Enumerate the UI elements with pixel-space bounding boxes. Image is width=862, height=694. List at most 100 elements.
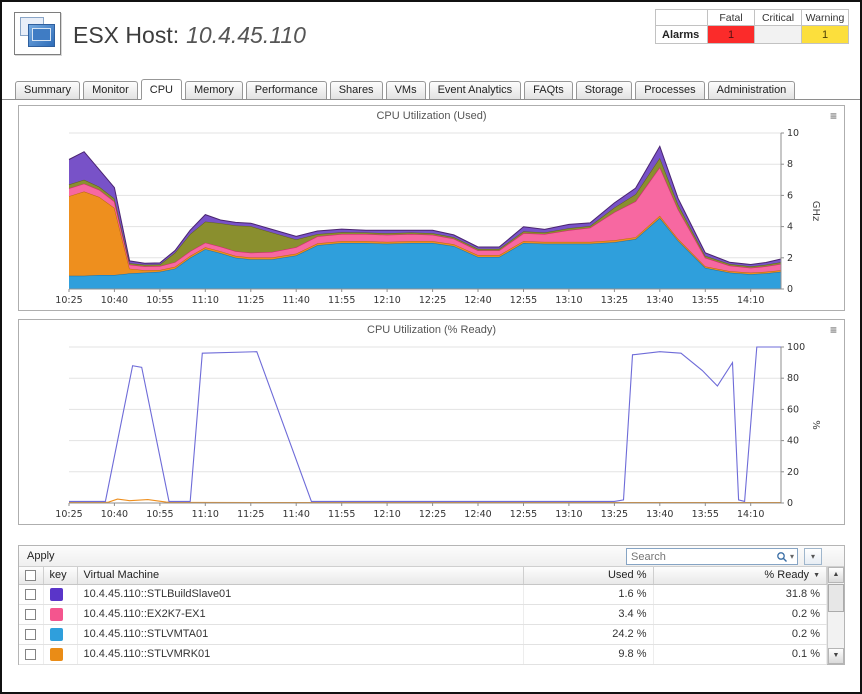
tab-bar: Summary Monitor CPU Memory Performance Shares… — [2, 78, 860, 100]
svg-text:13:25: 13:25 — [600, 295, 627, 306]
svg-text:12:40: 12:40 — [464, 295, 491, 306]
vm-name: 10.4.45.110::STLBuildSlave01 — [77, 584, 524, 605]
row-checkbox[interactable] — [25, 588, 37, 600]
table-row[interactable]: 10.4.45.110::STLVMTA01 24.2 % 0.2 % — [19, 624, 827, 645]
svg-text:10:25: 10:25 — [55, 509, 82, 520]
page-title-prefix: ESX Host: — [73, 22, 180, 48]
used-percent-value: 3.4 % — [523, 604, 654, 625]
tab-monitor[interactable]: Monitor — [83, 81, 138, 99]
series-color-swatch — [49, 607, 63, 621]
scrollbar-thumb[interactable] — [828, 584, 844, 612]
svg-text:14:10: 14:10 — [737, 509, 764, 520]
alarm-level-warning-label: Warning — [801, 9, 849, 26]
sort-desc-icon: ▼ — [813, 571, 820, 579]
svg-text:11:40: 11:40 — [282, 509, 309, 520]
tab-administration[interactable]: Administration — [707, 81, 796, 99]
svg-text:11:25: 11:25 — [237, 295, 264, 306]
vm-table-section: Apply ▾ ▾ key Virtual Machine Used % % R… — [18, 545, 845, 665]
row-checkbox[interactable] — [25, 628, 37, 640]
cpu-used-chart: 0 2 4 6 8 10 10:25 10:40 10:55 11:10 11:25 11:40 11:… — [55, 128, 821, 306]
svg-text:14:10: 14:10 — [737, 295, 764, 306]
alarms-corner-cell — [655, 9, 708, 26]
search-input[interactable] — [627, 549, 776, 564]
svg-text:11:55: 11:55 — [328, 509, 355, 520]
svg-text:20: 20 — [787, 467, 799, 478]
fatal-count-cell[interactable]: 1 — [707, 25, 755, 44]
svg-text:10:40: 10:40 — [100, 509, 127, 520]
table-row[interactable]: 10.4.45.110::STLBuildSlave01 1.6 % 31.8 % — [19, 584, 827, 605]
table-row[interactable]: 10.4.45.110::EX2K7-EX1 3.4 % 0.2 % — [19, 604, 827, 625]
select-all-checkbox[interactable] — [25, 569, 36, 581]
tab-event-analytics[interactable]: Event Analytics — [428, 81, 522, 99]
scroll-up-button[interactable]: ▲ — [828, 567, 844, 583]
svg-text:13:10: 13:10 — [555, 295, 582, 306]
svg-text:4: 4 — [787, 222, 793, 233]
search-icon[interactable] — [776, 551, 788, 563]
tab-processes[interactable]: Processes — [635, 81, 705, 99]
cpu-used-chart-panel: CPU Utilization (Used) ≡ 0 2 4 6 8 10 10:25 10:… — [18, 105, 845, 311]
monitor-icon — [28, 24, 55, 47]
cpu-used-chart-title: CPU Utilization (Used) — [376, 110, 487, 122]
col-header-used-percent[interactable]: Used % — [523, 567, 654, 585]
cpu-ready-chart: 0 20 40 60 80 100 10:25 10:40 10:55 11:10 11:25 11:… — [55, 342, 821, 520]
ready-header-label: % Ready — [764, 569, 810, 582]
svg-text:13:10: 13:10 — [555, 509, 582, 520]
vm-table: key Virtual Machine Used % % Ready ▼ 10.4… — [19, 567, 827, 665]
column-chooser-button[interactable]: ▾ — [804, 548, 822, 565]
tab-faqts[interactable]: FAQts — [524, 81, 573, 99]
table-scrollbar[interactable]: ▲ ▼ — [827, 567, 844, 664]
used-percent-value: 9.8 % — [523, 644, 654, 665]
vm-name: 10.4.45.110::STLVMTA01 — [77, 624, 524, 645]
scroll-down-button[interactable]: ▼ — [828, 648, 844, 664]
ready-percent-value: 0.1 % — [653, 644, 827, 665]
svg-text:12:25: 12:25 — [418, 509, 445, 520]
svg-text:80: 80 — [787, 373, 799, 384]
critical-count-cell[interactable] — [754, 25, 802, 44]
search-dropdown-icon[interactable]: ▾ — [789, 552, 794, 561]
ready-percent-value: 0.2 % — [653, 624, 827, 645]
table-header-row: key Virtual Machine Used % % Ready ▼ — [19, 567, 827, 585]
col-header-key[interactable]: key — [43, 567, 78, 585]
svg-text:2: 2 — [787, 253, 793, 264]
used-percent-value: 24.2 % — [523, 624, 654, 645]
col-header-ready-percent[interactable]: % Ready ▼ — [653, 567, 827, 585]
tab-cpu[interactable]: CPU — [140, 79, 182, 100]
svg-text:11:25: 11:25 — [237, 509, 264, 520]
series-color-swatch — [49, 647, 63, 661]
row-checkbox[interactable] — [25, 648, 37, 660]
alarm-level-critical-label: Critical — [754, 9, 802, 26]
row-checkbox[interactable] — [25, 608, 37, 620]
series-color-swatch — [49, 627, 63, 641]
tab-vms[interactable]: VMs — [385, 81, 426, 99]
table-row[interactable]: 10.4.45.110::STLVMRK01 9.8 % 0.1 % — [19, 644, 827, 665]
svg-text:11:10: 11:10 — [191, 509, 218, 520]
svg-text:13:55: 13:55 — [691, 295, 718, 306]
svg-text:13:55: 13:55 — [691, 509, 718, 520]
tab-summary[interactable]: Summary — [15, 81, 81, 99]
select-all-cell[interactable] — [19, 567, 44, 585]
tab-memory[interactable]: Memory — [184, 81, 243, 99]
chart-menu-icon[interactable]: ≡ — [829, 323, 837, 337]
apply-button[interactable]: Apply — [27, 550, 55, 562]
col-header-virtual-machine[interactable]: Virtual Machine — [77, 567, 524, 585]
ready-percent-value: 0.2 % — [653, 604, 827, 625]
svg-text:0: 0 — [787, 498, 793, 509]
chart-menu-icon[interactable]: ≡ — [829, 109, 837, 123]
ready-percent-value: 31.8 % — [653, 584, 827, 605]
svg-text:13:40: 13:40 — [646, 295, 673, 306]
svg-text:40: 40 — [787, 436, 799, 447]
page-title: ESX Host: 10.4.45.110 — [73, 22, 306, 49]
svg-text:60: 60 — [787, 404, 799, 415]
svg-text:6: 6 — [787, 190, 793, 201]
series-color-swatch — [49, 587, 63, 601]
alarms-label: Alarms — [655, 25, 708, 44]
tab-shares[interactable]: Shares — [329, 81, 383, 99]
svg-text:10: 10 — [787, 128, 799, 139]
tab-storage[interactable]: Storage — [575, 81, 633, 99]
svg-text:100: 100 — [787, 342, 805, 353]
search-box: ▾ — [626, 548, 798, 565]
tab-performance[interactable]: Performance — [245, 81, 327, 99]
warning-count-cell[interactable]: 1 — [801, 25, 849, 44]
esx-host-icon — [14, 12, 61, 55]
svg-text:%: % — [810, 420, 821, 430]
